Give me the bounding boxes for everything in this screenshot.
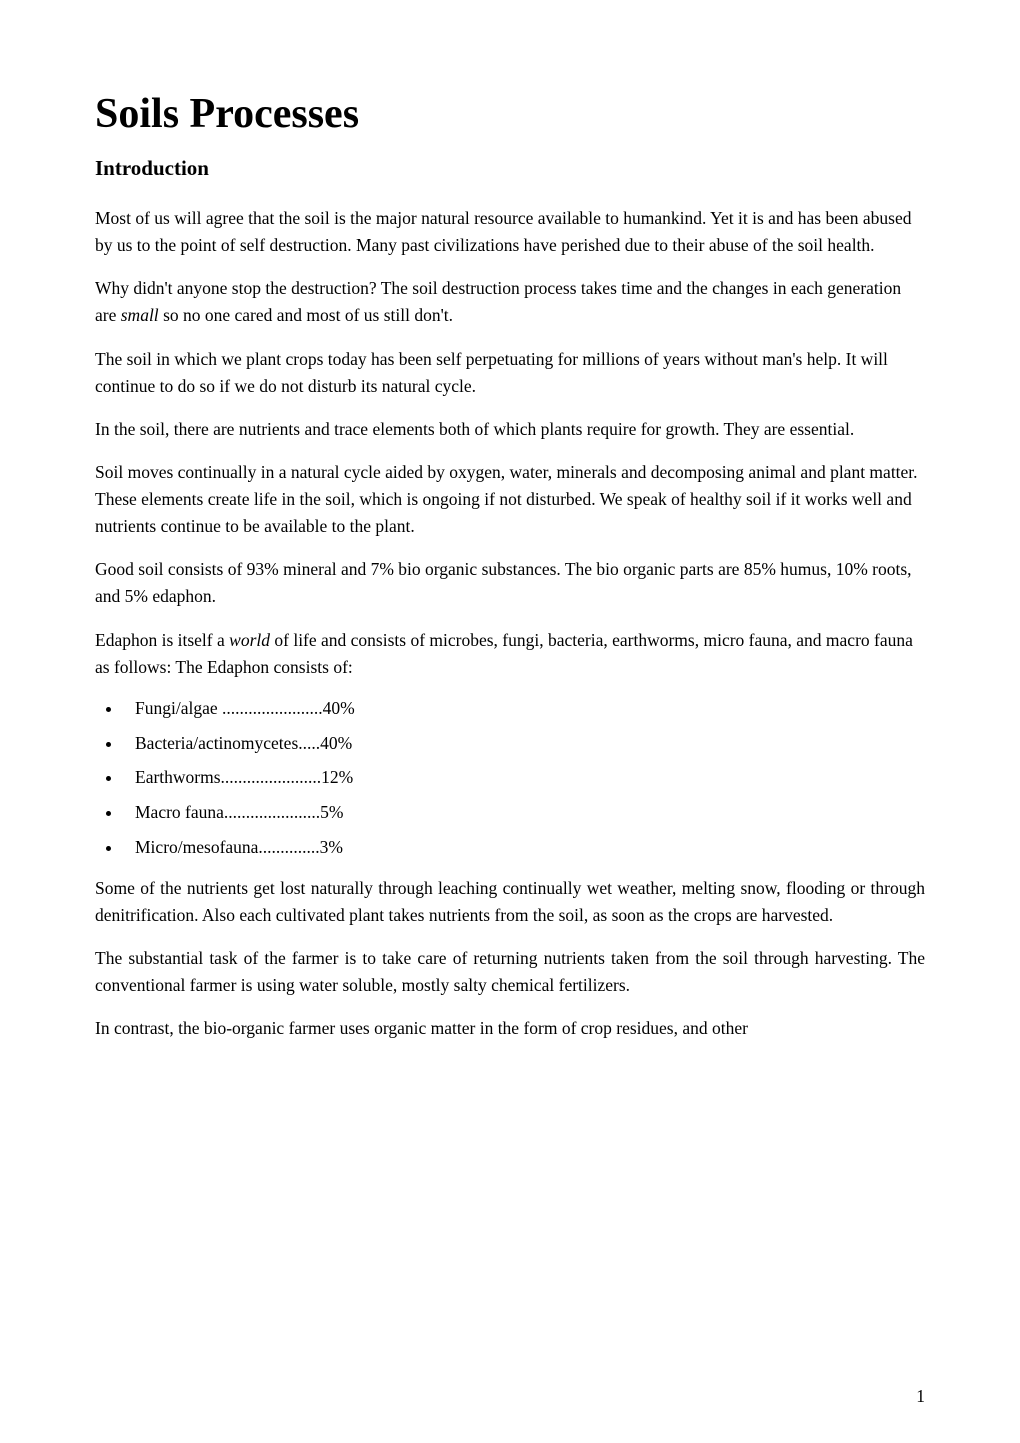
document-title: Soils Processes <box>95 90 925 138</box>
list-item-fungi: Fungi/algae .......................40% <box>123 697 925 720</box>
paragraph-9: The substantial task of the farmer is to… <box>95 945 925 999</box>
paragraph-3: The soil in which we plant crops today h… <box>95 346 925 400</box>
paragraph-7-italic: world <box>229 630 270 650</box>
edaphon-list: Fungi/algae .......................40% B… <box>123 697 925 859</box>
paragraph-5: Soil moves continually in a natural cycl… <box>95 459 925 540</box>
page-number: 1 <box>916 1386 925 1407</box>
paragraph-2-italic: small <box>121 305 159 325</box>
list-item-microfauna: Micro/mesofauna..............3% <box>123 836 925 859</box>
paragraph-1: Most of us will agree that the soil is t… <box>95 205 925 259</box>
paragraph-6: Good soil consists of 93% mineral and 7%… <box>95 556 925 610</box>
list-item-bacteria: Bacteria/actinomycetes.....40% <box>123 732 925 755</box>
paragraph-8: Some of the nutrients get lost naturally… <box>95 875 925 929</box>
paragraph-10: In contrast, the bio-organic farmer uses… <box>95 1015 925 1042</box>
list-item-earthworms: Earthworms.......................12% <box>123 766 925 789</box>
section-heading: Introduction <box>95 156 925 181</box>
paragraph-7-before: Edaphon is itself a <box>95 630 229 650</box>
paragraph-2: Why didn't anyone stop the destruction? … <box>95 275 925 329</box>
paragraph-2-after: so no one cared and most of us still don… <box>159 305 453 325</box>
list-item-macrofauna: Macro fauna......................5% <box>123 801 925 824</box>
paragraph-7: Edaphon is itself a world of life and co… <box>95 627 925 681</box>
paragraph-4: In the soil, there are nutrients and tra… <box>95 416 925 443</box>
